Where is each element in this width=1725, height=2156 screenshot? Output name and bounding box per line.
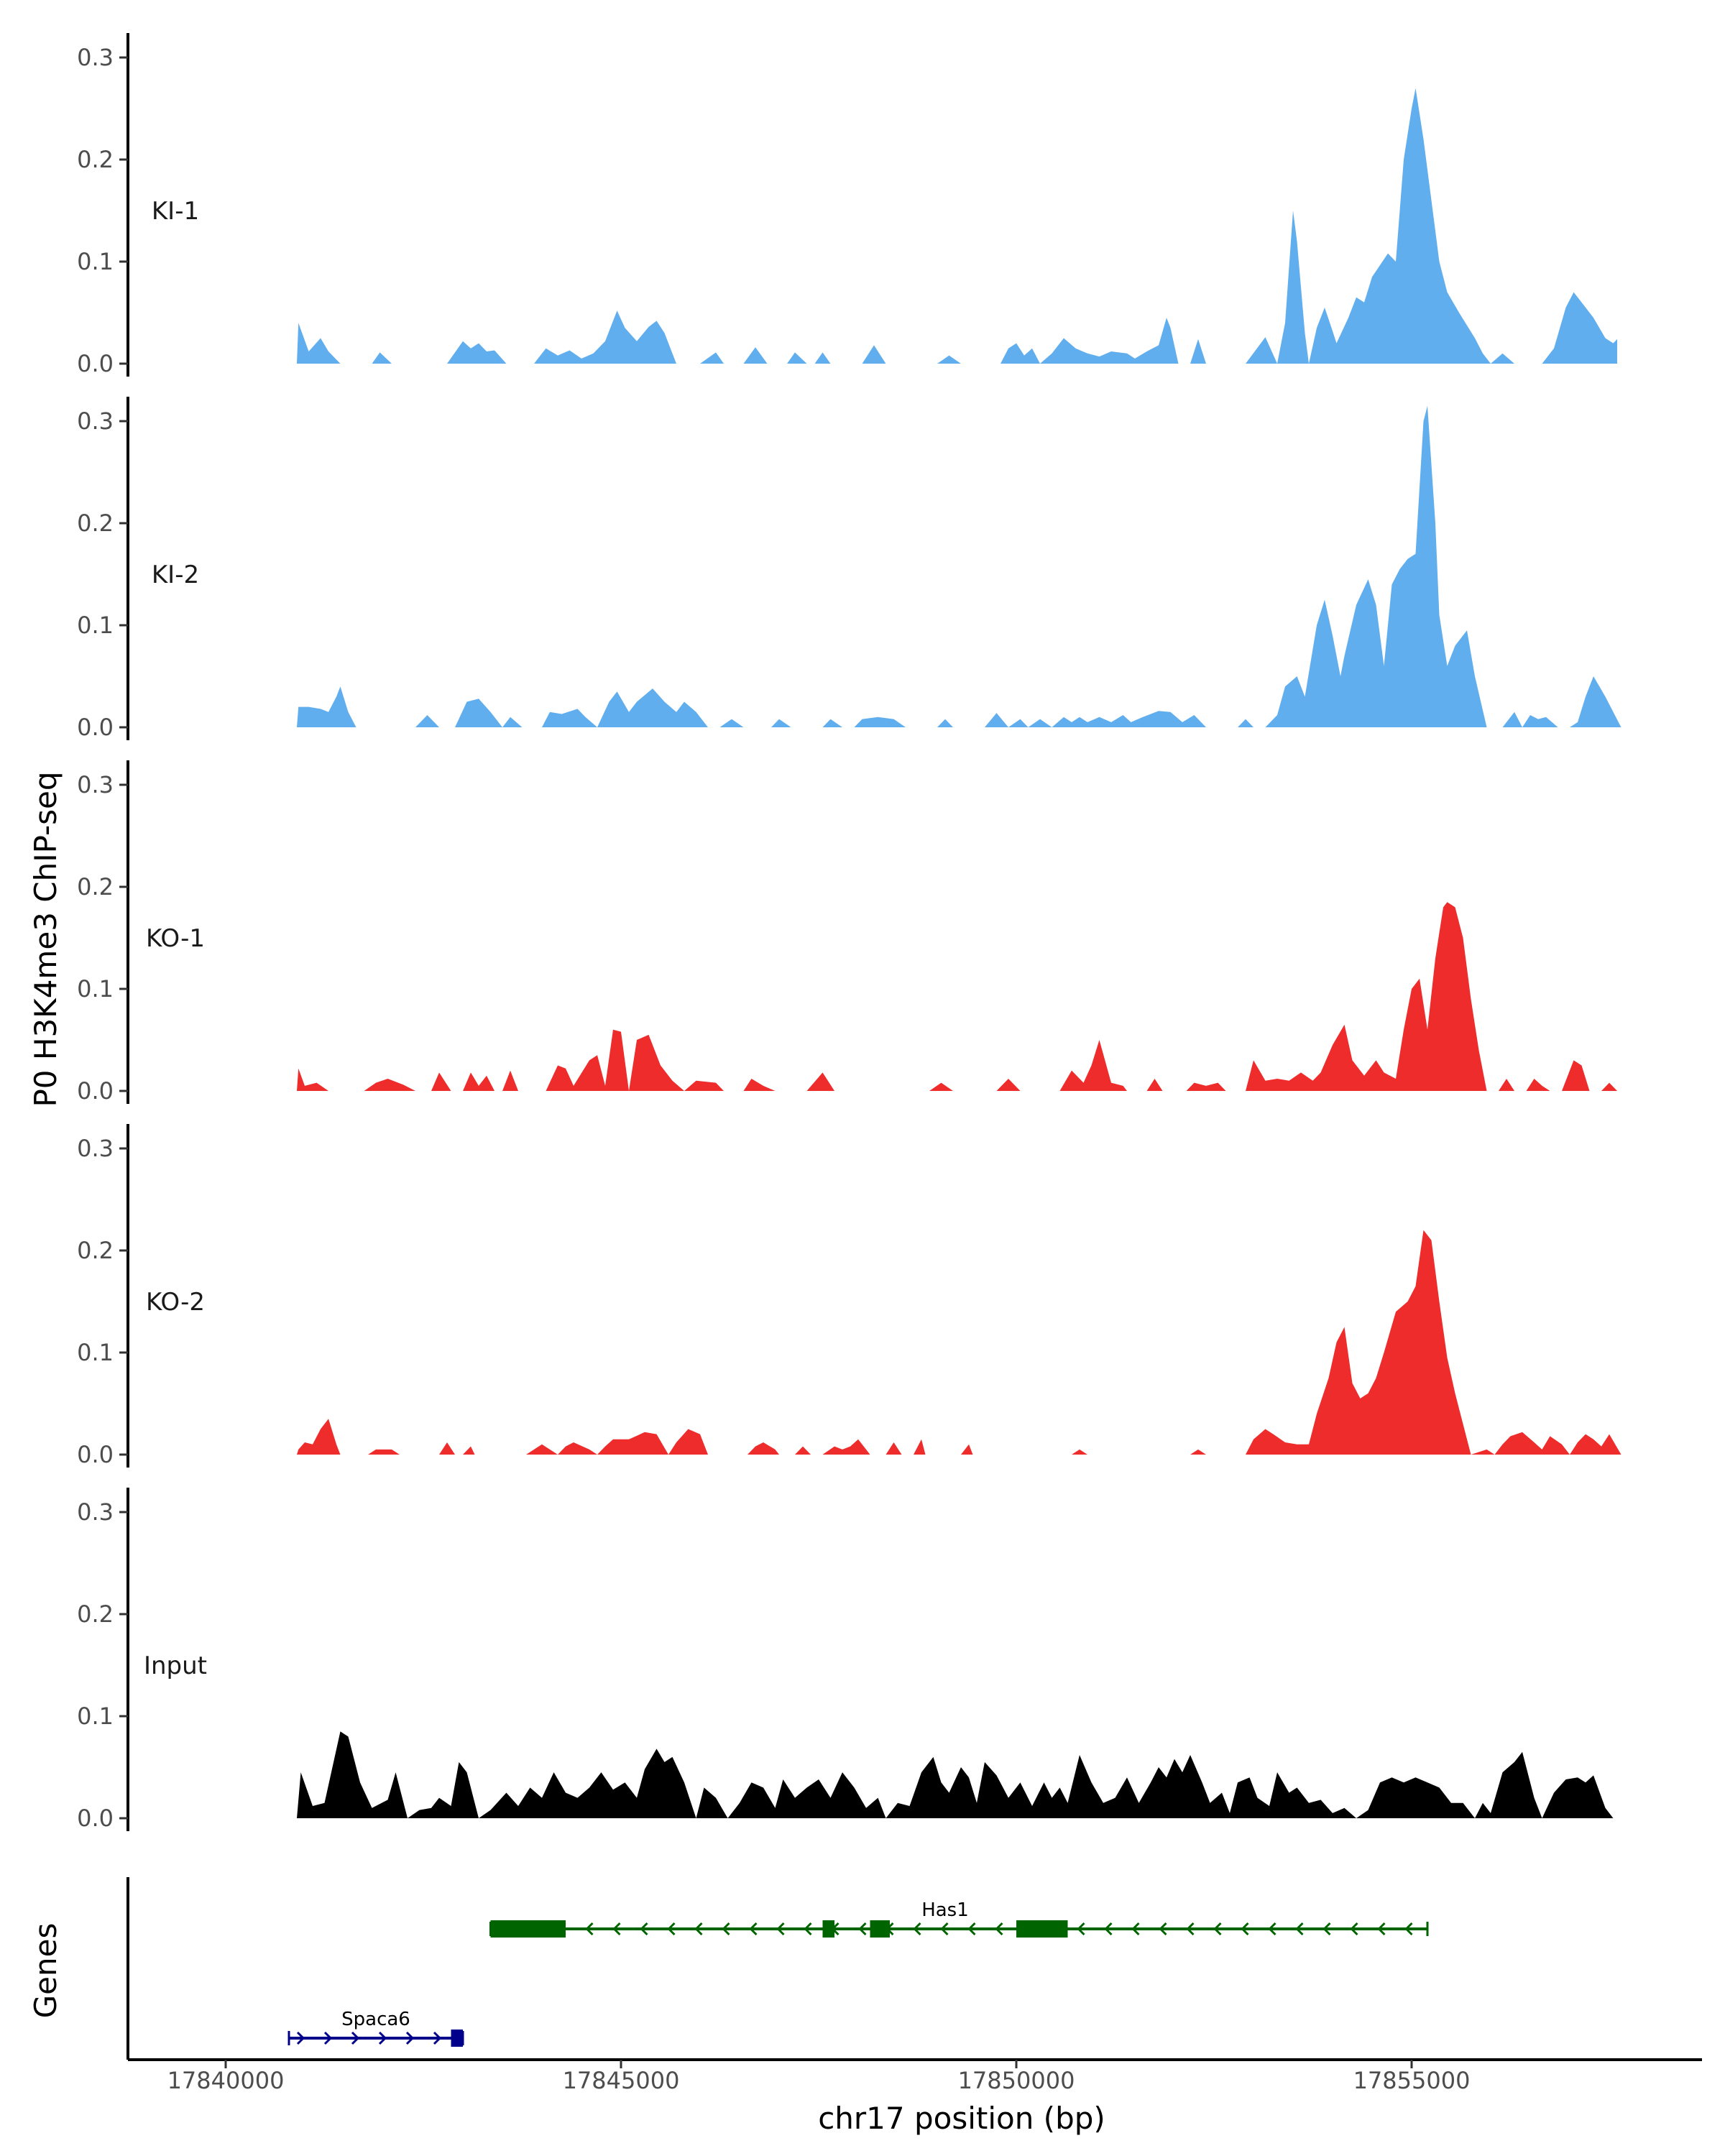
x-tick-label: 17845000 xyxy=(563,2067,680,2094)
strand-arrow xyxy=(995,1922,1003,1936)
strand-arrow xyxy=(405,2031,415,2045)
coverage-area xyxy=(297,902,1617,1091)
strand-arrow xyxy=(296,2031,305,2045)
x-tick-label: 17850000 xyxy=(958,2067,1075,2094)
track-ko-1: 0.0 0.1 0.2 0.3 KO-1 xyxy=(77,760,1617,1105)
y-tick-label: 0.3 xyxy=(77,771,114,798)
strand-arrow xyxy=(1241,1922,1249,1936)
gene-exon xyxy=(451,2030,463,2047)
tracks-group: 0.00.10.20.3KI-10.00.10.20.3KI-20.00.10.… xyxy=(77,33,1622,1832)
genes-axis-title: Genes xyxy=(28,1923,63,2019)
x-axis-title: chr17 position (bp) xyxy=(818,2101,1105,2136)
strand-arrow xyxy=(1159,1922,1167,1936)
genes-panel: Has1 Spaca6 xyxy=(126,1877,1429,2060)
y-tick-label: 0.2 xyxy=(77,1237,114,1264)
y-tick-label: 0.2 xyxy=(77,146,114,173)
y-tick-label: 0.3 xyxy=(77,407,114,435)
strand-arrow xyxy=(585,1922,594,1936)
y-tick-label: 0.2 xyxy=(77,510,114,537)
track-label: KO-2 xyxy=(146,1288,205,1317)
track-ki-2: 0.0 0.1 0.2 0.3 KI-2 xyxy=(77,397,1622,741)
strand-arrow xyxy=(612,1922,621,1936)
strand-arrow xyxy=(722,1922,730,1936)
track-label: KO-1 xyxy=(146,924,205,953)
gene-exon xyxy=(870,1920,890,1938)
strand-arrow xyxy=(1213,1922,1222,1936)
strand-arrow xyxy=(967,1922,976,1936)
strand-arrow xyxy=(667,1922,676,1936)
coverage-area xyxy=(297,1230,1622,1455)
track-ko-2: 0.0 0.1 0.2 0.3 KO-2 xyxy=(77,1124,1622,1468)
strand-arrow xyxy=(940,1922,949,1936)
x-tick-label: 17855000 xyxy=(1353,2067,1471,2094)
x-axis: 17840000 17845000 17850000 17855000 xyxy=(128,2058,1702,2094)
strand-arrow xyxy=(378,2031,387,2045)
track-input: 0.0 0.1 0.2 0.3 Input xyxy=(77,1488,1614,1832)
y-tick-label: 0.3 xyxy=(77,1135,114,1162)
strand-arrow xyxy=(1377,1922,1386,1936)
y-tick-label: 0.1 xyxy=(77,1339,114,1366)
strand-arrow xyxy=(1350,1922,1358,1936)
strand-arrow xyxy=(1295,1922,1304,1936)
track-ki-1: 0.0 0.1 0.2 0.3 KI-1 xyxy=(77,33,1617,377)
strand-arrow xyxy=(1186,1922,1195,1936)
y-tick-label: 0.0 xyxy=(77,1441,114,1468)
y-tick-label: 0.1 xyxy=(77,975,114,1003)
gene-exon xyxy=(1016,1920,1068,1938)
gene-has1: Has1 xyxy=(489,1899,1429,1938)
x-tick-label: 17840000 xyxy=(167,2067,285,2094)
strand-arrow xyxy=(351,2031,360,2045)
strand-arrow xyxy=(804,1922,812,1936)
y-tick-label: 0.1 xyxy=(77,1703,114,1730)
coverage-area xyxy=(297,405,1622,727)
gene-exon xyxy=(822,1920,834,1938)
strand-arrow xyxy=(1077,1922,1085,1936)
track-label: Input xyxy=(144,1651,207,1680)
strand-arrow xyxy=(749,1922,758,1936)
strand-arrow xyxy=(776,1922,785,1936)
y-tick-label: 0.0 xyxy=(77,1805,114,1832)
strand-arrow xyxy=(323,2031,333,2045)
strand-arrow xyxy=(1268,1922,1276,1936)
track-label: KI-2 xyxy=(152,561,199,589)
gene-name-label: Spaca6 xyxy=(341,2009,410,2030)
strand-arrow xyxy=(1131,1922,1140,1936)
gene-exon xyxy=(490,1920,566,1938)
gene-name-label: Has1 xyxy=(921,1899,969,1921)
coverage-area xyxy=(297,1731,1614,1818)
coverage-area xyxy=(297,88,1617,364)
y-axis-title: P0 H3K4me3 ChIP-seq xyxy=(28,771,63,1107)
y-tick-label: 0.2 xyxy=(77,1600,114,1628)
strand-arrow xyxy=(858,1922,867,1936)
y-tick-label: 0.3 xyxy=(77,44,114,71)
y-tick-label: 0.1 xyxy=(77,248,114,275)
y-tick-label: 0.3 xyxy=(77,1498,114,1526)
strand-arrow xyxy=(913,1922,921,1936)
y-tick-label: 0.0 xyxy=(77,714,114,741)
strand-arrow xyxy=(640,1922,648,1936)
strand-arrow xyxy=(1322,1922,1331,1936)
y-tick-label: 0.1 xyxy=(77,612,114,639)
gene-spaca6: Spaca6 xyxy=(288,2009,464,2047)
y-tick-label: 0.0 xyxy=(77,350,114,377)
strand-arrow xyxy=(433,2031,442,2045)
track-label: KI-1 xyxy=(152,197,199,226)
y-tick-label: 0.0 xyxy=(77,1077,114,1105)
strand-arrow xyxy=(1104,1922,1113,1936)
y-tick-label: 0.2 xyxy=(77,873,114,900)
strand-arrow xyxy=(1404,1922,1413,1936)
strand-arrow xyxy=(694,1922,703,1936)
